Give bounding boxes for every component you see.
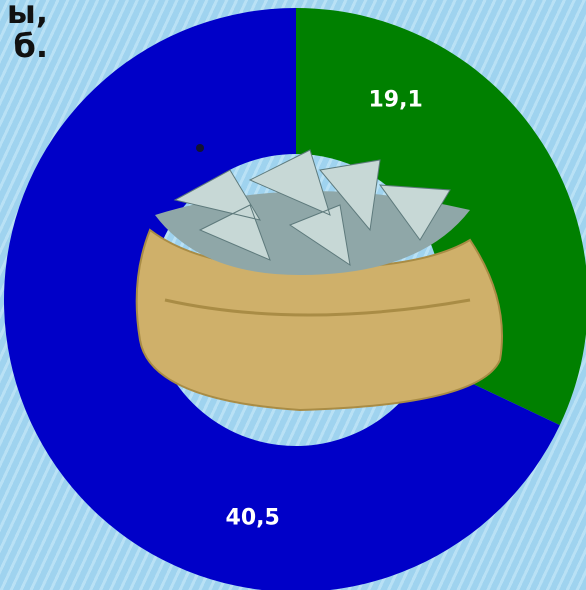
money-bag (135, 149, 503, 412)
data-label: 40,5 (226, 506, 280, 531)
donut-segment (4, 8, 560, 590)
header-line: б. (14, 27, 49, 65)
header-line: ы, (7, 0, 48, 31)
data-label: 19,1 (368, 87, 422, 112)
dot (196, 144, 204, 152)
